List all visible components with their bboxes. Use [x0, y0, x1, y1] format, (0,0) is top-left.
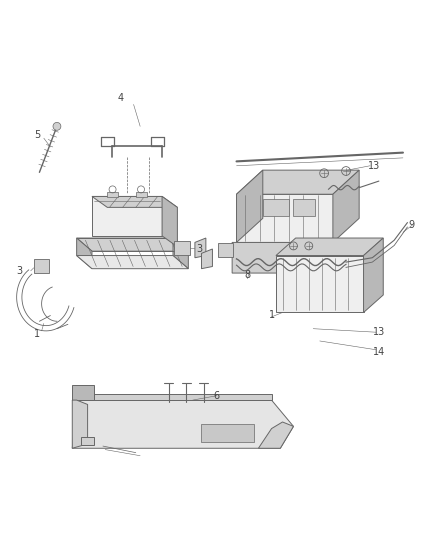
Polygon shape [201, 249, 212, 269]
Polygon shape [92, 197, 162, 236]
Polygon shape [232, 243, 359, 273]
Polygon shape [195, 238, 206, 258]
FancyBboxPatch shape [218, 243, 233, 257]
Polygon shape [77, 238, 92, 269]
Polygon shape [92, 197, 177, 207]
FancyBboxPatch shape [263, 199, 289, 216]
Polygon shape [364, 238, 383, 312]
Polygon shape [77, 238, 188, 251]
Polygon shape [276, 238, 383, 255]
Polygon shape [173, 238, 188, 269]
Text: 8: 8 [244, 270, 251, 280]
Polygon shape [81, 437, 94, 445]
Text: 13: 13 [373, 327, 385, 337]
FancyBboxPatch shape [293, 199, 315, 216]
Polygon shape [77, 393, 272, 400]
Text: 3: 3 [17, 266, 23, 276]
Text: 5: 5 [34, 130, 40, 140]
FancyBboxPatch shape [136, 192, 147, 197]
Polygon shape [237, 170, 359, 194]
Polygon shape [72, 400, 88, 448]
Polygon shape [72, 400, 293, 448]
Polygon shape [237, 194, 333, 243]
Polygon shape [276, 255, 364, 312]
Text: 4: 4 [117, 93, 124, 103]
FancyBboxPatch shape [107, 192, 118, 197]
Polygon shape [258, 422, 293, 448]
Polygon shape [77, 255, 188, 269]
Polygon shape [333, 170, 359, 243]
Polygon shape [72, 385, 94, 400]
Text: 6: 6 [214, 391, 220, 401]
Text: 1: 1 [268, 310, 275, 320]
FancyBboxPatch shape [34, 259, 49, 273]
Text: 9: 9 [409, 220, 415, 230]
Text: 1: 1 [34, 329, 40, 340]
Text: 13: 13 [368, 161, 381, 171]
Polygon shape [237, 170, 263, 243]
Circle shape [53, 123, 61, 130]
FancyBboxPatch shape [201, 424, 254, 442]
Text: 3: 3 [196, 244, 202, 254]
Text: 14: 14 [373, 347, 385, 357]
Polygon shape [162, 197, 177, 247]
FancyBboxPatch shape [174, 241, 190, 255]
